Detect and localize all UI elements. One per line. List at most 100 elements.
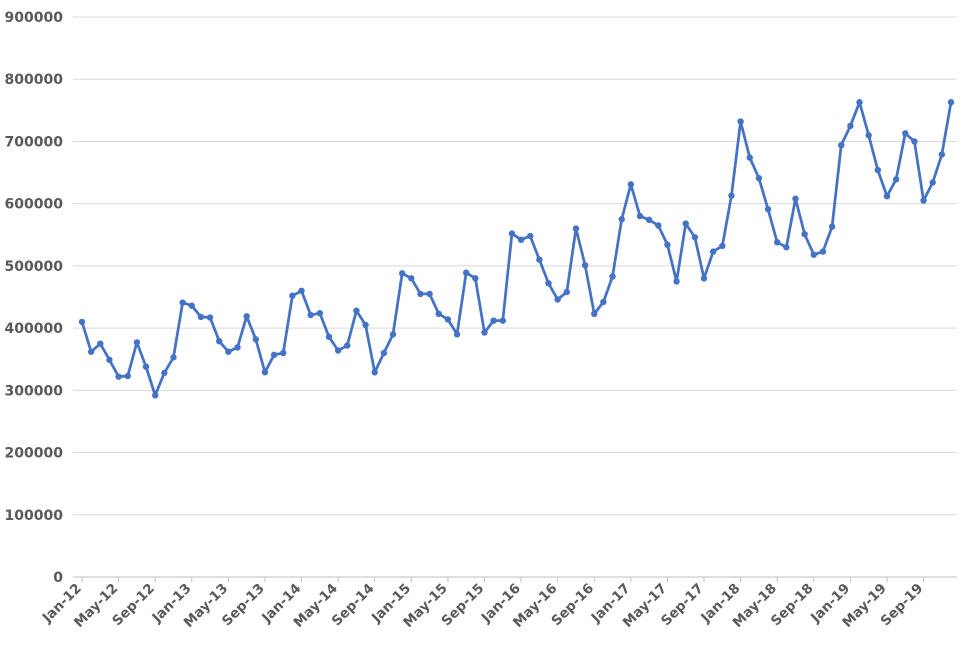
data-point xyxy=(307,311,314,319)
data-point xyxy=(435,310,442,317)
y-tick-label: 300000 xyxy=(5,383,64,399)
data-point xyxy=(508,230,516,237)
data-point xyxy=(389,331,397,338)
data-point xyxy=(572,225,580,232)
data-point xyxy=(243,313,250,320)
data-point xyxy=(481,329,488,336)
data-point xyxy=(426,290,433,298)
data-point xyxy=(600,298,607,306)
data-point xyxy=(801,230,808,238)
data-point xyxy=(920,197,927,204)
data-point xyxy=(810,251,817,258)
data-point xyxy=(417,290,424,298)
data-point xyxy=(197,313,205,321)
data-point xyxy=(545,280,552,287)
data-point xyxy=(838,141,845,149)
data-point xyxy=(97,340,104,347)
data-point xyxy=(261,369,269,376)
data-point xyxy=(865,132,872,139)
data-point xyxy=(709,248,717,255)
data-point xyxy=(78,318,86,326)
data-point xyxy=(883,193,891,200)
data-point xyxy=(453,331,461,338)
data-point xyxy=(179,299,186,306)
data-point xyxy=(344,342,351,349)
y-tick-label: 0 xyxy=(53,570,63,586)
data-point xyxy=(902,130,909,137)
data-point xyxy=(728,192,735,199)
data-point xyxy=(408,275,415,282)
data-point xyxy=(874,166,882,174)
data-point xyxy=(289,292,296,299)
data-point xyxy=(700,275,708,282)
data-point xyxy=(161,369,168,377)
series-group xyxy=(78,99,955,399)
data-point xyxy=(554,296,561,303)
data-point xyxy=(664,241,671,248)
data-point xyxy=(892,176,900,183)
data-point xyxy=(764,206,772,213)
data-point xyxy=(462,269,470,276)
data-point xyxy=(938,151,946,158)
data-point xyxy=(334,347,342,354)
gridlines xyxy=(73,16,957,516)
data-point xyxy=(316,309,324,317)
data-point xyxy=(490,317,497,324)
data-point xyxy=(673,278,680,285)
data-point xyxy=(151,392,159,399)
data-point xyxy=(499,317,506,324)
y-tick-label: 200000 xyxy=(5,446,64,462)
data-point xyxy=(591,310,598,317)
data-point xyxy=(188,302,195,309)
data-point xyxy=(106,356,113,364)
data-point xyxy=(847,122,854,130)
data-point xyxy=(746,154,753,161)
y-tick-label: 500000 xyxy=(5,259,64,275)
data-point xyxy=(563,288,571,296)
data-point xyxy=(581,262,589,269)
data-point xyxy=(142,363,150,370)
y-tick-label: 800000 xyxy=(5,72,64,88)
data-point xyxy=(225,348,232,355)
data-point xyxy=(298,287,305,294)
data-point xyxy=(627,181,635,188)
data-point xyxy=(325,333,333,341)
data-point xyxy=(737,118,744,125)
x-axis-tick-labels: Jan-12May-12Sep-12Jan-13May-13Sep-13Jan-… xyxy=(39,577,926,631)
data-point xyxy=(792,195,799,202)
data-point xyxy=(774,239,781,246)
data-point xyxy=(133,339,141,346)
data-point xyxy=(911,138,918,145)
data-point xyxy=(270,351,278,359)
data-point xyxy=(216,337,223,345)
data-point xyxy=(472,275,479,282)
data-point xyxy=(87,348,95,355)
y-tick-label: 900000 xyxy=(5,10,64,26)
data-point xyxy=(444,316,452,323)
data-point xyxy=(362,321,369,329)
data-point xyxy=(819,248,827,255)
data-point xyxy=(517,236,525,243)
data-point xyxy=(682,220,689,227)
data-point xyxy=(618,216,625,223)
data-point xyxy=(527,232,534,240)
series-line xyxy=(80,100,953,397)
data-point xyxy=(755,174,763,182)
data-point xyxy=(206,314,214,321)
y-tick-label: 600000 xyxy=(5,197,64,213)
data-point xyxy=(398,270,406,277)
data-point xyxy=(636,212,644,220)
data-point xyxy=(929,179,936,186)
y-tick-label: 400000 xyxy=(5,321,64,337)
data-point xyxy=(719,242,726,250)
data-point xyxy=(124,372,131,380)
data-point xyxy=(691,234,699,241)
data-point xyxy=(655,222,662,229)
data-point xyxy=(252,336,259,343)
data-point xyxy=(115,373,122,380)
data-point xyxy=(828,223,836,230)
data-point xyxy=(947,99,955,106)
data-point xyxy=(380,349,388,357)
data-point xyxy=(645,216,653,224)
data-point xyxy=(170,354,177,361)
